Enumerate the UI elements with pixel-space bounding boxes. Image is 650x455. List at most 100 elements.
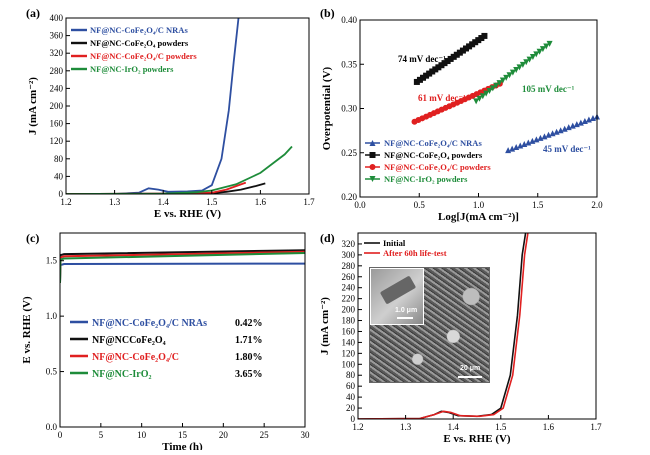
panel-b-x-tick-label: 0.0 bbox=[354, 200, 366, 210]
panel-d-y-tick-label: 220 bbox=[342, 294, 356, 304]
panel-b-series-3-point bbox=[476, 95, 483, 102]
sem-scale-label: 20 μm bbox=[460, 365, 481, 372]
panel-b-y-tick-label: 0.25 bbox=[341, 148, 357, 158]
panel-c-x-tick-label: 25 bbox=[260, 430, 270, 440]
panel-a-y-tick-label: 120 bbox=[50, 136, 64, 146]
panel-b-legend-label-2: NF@NC-CoFe₂O₄/C powders bbox=[384, 162, 491, 172]
panel-b-series-1-point bbox=[481, 32, 488, 39]
panel-d-y-tick-label: 80 bbox=[346, 370, 356, 380]
panel-b-series-0-point bbox=[569, 122, 576, 129]
panel-c-legend-label-2: NF@NC-CoFe₂O₄/C bbox=[92, 352, 179, 363]
panel-a-y-tick-label: 200 bbox=[50, 101, 64, 111]
panel-c-x-tick-label: 20 bbox=[219, 430, 229, 440]
panel-b-x-axis-label: Log[J(mA cm⁻²)] bbox=[438, 211, 519, 223]
panel-c-x-tick-label: 0 bbox=[58, 430, 63, 440]
panel-b-series-1-point bbox=[469, 41, 476, 48]
panel-b-series-0-point bbox=[521, 140, 528, 147]
panel-d-y-tick-label: 0 bbox=[351, 414, 356, 424]
panel-b-slope-red: 61 mV dec⁻¹ bbox=[418, 93, 466, 103]
panel-b-series-0-point bbox=[529, 137, 536, 144]
panel-b-series-3-point bbox=[486, 87, 493, 94]
panel-d-x-axis-label: E vs. RHE (V) bbox=[443, 433, 511, 445]
panel-b-series-0-point bbox=[589, 114, 596, 121]
panel-a-x-tick-label: 1.6 bbox=[255, 197, 267, 207]
panel-c-y-tick-label: 1.5 bbox=[46, 256, 58, 266]
panel-b-series-0-point bbox=[509, 145, 516, 152]
panel-c-legend-label-0: NF@NC-CoFe₂O₄/C NRAs bbox=[92, 318, 207, 329]
panel-b-series-3-point bbox=[533, 51, 540, 58]
panel-b-series-3-point bbox=[513, 67, 520, 74]
panel-b-series-1-point bbox=[420, 74, 427, 81]
panel-b-series-3-point bbox=[526, 56, 533, 63]
panel-c-x-axis-label: Time (h) bbox=[162, 441, 203, 450]
panel-c-y-tick-label: 0.0 bbox=[46, 422, 58, 432]
panel-d-y-tick-label: 260 bbox=[342, 272, 356, 282]
panel-b-y-axis-label: Overpotential (V) bbox=[321, 66, 333, 150]
panel-d-y-tick-label: 240 bbox=[342, 283, 356, 293]
panel-b-series-1-point bbox=[472, 39, 479, 46]
panel-d-x-tick-label: 1.3 bbox=[400, 422, 412, 432]
panel-b-slope-green: 105 mV dec⁻¹ bbox=[522, 84, 575, 94]
panel-a-y-tick-label: 360 bbox=[50, 31, 64, 41]
panel-b-series-1-point bbox=[475, 37, 482, 44]
panel-d-y-tick-label: 20 bbox=[346, 403, 356, 413]
panel-c-series-line-3 bbox=[60, 252, 305, 283]
panel-d-x-tick-label: 1.5 bbox=[495, 422, 507, 432]
panel-b-series-3-point bbox=[539, 46, 546, 53]
panel-a-x-tick-label: 1.4 bbox=[158, 197, 170, 207]
panel-b-legend-marker-0 bbox=[369, 140, 376, 146]
panel-d: (d)1.2 1.3 1.4 1.5 1.6 1.70204060801001201401… bbox=[319, 231, 602, 445]
panel-a-y-tick-label: 240 bbox=[50, 83, 64, 93]
panel-b-slope-blue: 45 mV dec⁻¹ bbox=[543, 144, 591, 154]
panel-b-series-1-point bbox=[423, 72, 430, 79]
panel-d-y-tick-label: 180 bbox=[342, 316, 356, 326]
panel-c-legend-label-3: NF@NC-IrO₂ bbox=[92, 369, 152, 380]
panel-a-x-axis-label: E vs. RHE (V) bbox=[154, 208, 222, 220]
panel-a-legend-label-3: NF@NC-IrO₂ powders bbox=[90, 64, 174, 74]
panel-b-series-3-point bbox=[483, 90, 490, 97]
panel-b-series-3-point bbox=[503, 74, 510, 81]
panel-c-label: (c) bbox=[26, 231, 39, 245]
panel-a-series-line-3 bbox=[66, 145, 293, 194]
panel-b-series-1-point bbox=[435, 64, 442, 71]
panel-a-y-tick-label: 80 bbox=[54, 154, 64, 164]
panel-c-x-tick-label: 5 bbox=[99, 430, 104, 440]
panel-b-series-1-point bbox=[478, 35, 485, 42]
panel-b-slope-black: 74 mV dec⁻¹ bbox=[398, 54, 446, 64]
panel-b-series-0-point bbox=[533, 136, 540, 143]
panel-d-series-line-1 bbox=[358, 233, 529, 419]
panel-d-y-tick-label: 280 bbox=[342, 261, 356, 271]
panel-c-legend-percent-0: 0.42% bbox=[235, 318, 263, 329]
panel-d-plot-frame bbox=[357, 232, 597, 420]
panel-a-y-tick-label: 400 bbox=[50, 13, 64, 23]
panel-d-legend-label-1: After 60h life-test bbox=[383, 248, 447, 258]
panel-a-label: (a) bbox=[26, 6, 40, 20]
panel-b-series-1-point bbox=[444, 58, 451, 65]
panel-b-legend-label-1: NF@NC-CoFe₂O₄ powders bbox=[384, 150, 483, 160]
panel-b-series-1-point bbox=[432, 66, 439, 73]
panel-b-y-tick-label: 0.20 bbox=[341, 192, 357, 202]
panel-d-legend-label-0: Initial bbox=[383, 238, 406, 248]
panel-a-y-tick-label: 40 bbox=[54, 171, 64, 181]
panel-b-y-tick-label: 0.35 bbox=[341, 59, 357, 69]
panel-b-series-1-point bbox=[441, 60, 448, 67]
panel-b-series-1-point bbox=[416, 76, 423, 83]
panel-b-series-1-point bbox=[466, 43, 473, 50]
panel-d-y-tick-label: 60 bbox=[346, 381, 356, 391]
panel-c-series-line-0 bbox=[60, 262, 305, 283]
sem-micrograph: 1.0 μm 20 μm bbox=[369, 267, 490, 383]
panel-a-y-tick-label: 280 bbox=[50, 66, 64, 76]
panel-d-x-tick-label: 1.7 bbox=[590, 422, 602, 432]
panel-b-series-3-point bbox=[493, 82, 500, 89]
panel-b-series-1-point bbox=[429, 68, 436, 75]
panel-b-series-0-point bbox=[585, 116, 592, 123]
panel-c-legend-percent-3: 3.65% bbox=[235, 369, 263, 380]
panel-d-x-tick-label: 1.4 bbox=[448, 422, 460, 432]
inset-scale-label: 1.0 μm bbox=[395, 307, 418, 314]
panel-b-series-0-point bbox=[525, 139, 532, 146]
panel-b: (b) 0.0 0.5 1.0 1.5 2.0 0.20 0.25 0.30 0.35 0.40 Lo… bbox=[320, 6, 603, 223]
panel-d-y-tick-label: 300 bbox=[342, 250, 356, 260]
panel-b-series-0-point bbox=[513, 144, 520, 151]
panel-c-y-tick-label: 1.0 bbox=[46, 311, 58, 321]
